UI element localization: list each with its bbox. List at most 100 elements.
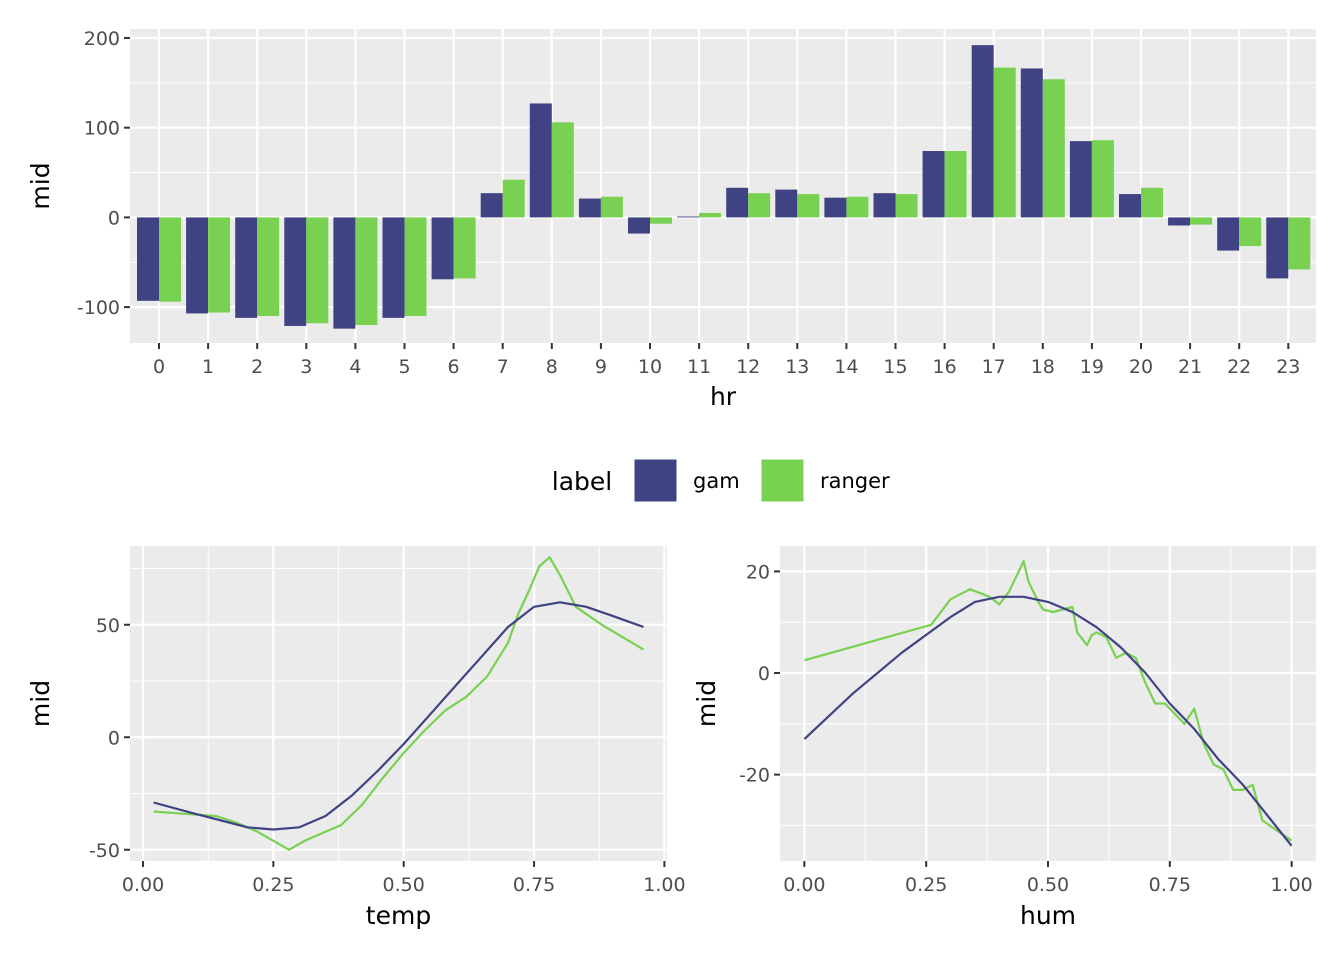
- legend-label-ranger: ranger: [820, 469, 890, 493]
- x-tick-label: 9: [595, 356, 607, 378]
- y-tick-label: 0: [758, 663, 770, 685]
- x-axis-title: temp: [366, 901, 431, 930]
- bar-ranger: [257, 217, 280, 317]
- bar-gam: [873, 193, 896, 218]
- bar-gam: [1217, 217, 1240, 251]
- bar-ranger: [1190, 217, 1213, 225]
- panel-bg-temp: [130, 546, 667, 861]
- x-tick-label: 2: [251, 356, 263, 378]
- bar-ranger: [846, 196, 869, 218]
- bar-gam: [677, 216, 700, 218]
- bar-gam: [1266, 217, 1289, 279]
- y-tick-label: 50: [96, 615, 120, 637]
- x-tick-label: 22: [1227, 356, 1251, 378]
- bar-ranger: [1288, 217, 1311, 270]
- legend-title: label: [552, 467, 612, 496]
- bar-gam: [382, 217, 405, 318]
- x-tick-label: 0.75: [1149, 874, 1191, 896]
- x-axis-title: hum: [1020, 901, 1076, 930]
- bar-ranger: [1091, 140, 1114, 218]
- bar-gam: [922, 151, 945, 218]
- x-tick-label: 0: [153, 356, 165, 378]
- x-axis-title: hr: [710, 382, 737, 411]
- bar-gam: [628, 217, 650, 234]
- bar-gam: [971, 45, 994, 218]
- y-tick-label: -100: [77, 297, 120, 319]
- x-tick-label: 16: [933, 356, 957, 378]
- bar-ranger: [993, 67, 1016, 218]
- bar-ranger: [355, 217, 378, 326]
- line-gam: [803, 595, 1293, 847]
- x-tick-label: 21: [1178, 356, 1202, 378]
- y-tick-label: 0: [108, 727, 120, 749]
- bar-ranger: [551, 122, 574, 218]
- bar-gam: [480, 193, 503, 218]
- bar-gam: [1119, 194, 1141, 218]
- line-ranger: [804, 560, 1293, 842]
- x-tick-label: 17: [982, 356, 1006, 378]
- y-tick-label: -50: [89, 840, 120, 862]
- x-tick-label: 3: [300, 356, 312, 378]
- legend-key-ranger: [760, 458, 805, 503]
- x-tick-label: 0.00: [783, 874, 825, 896]
- x-tick-label: 11: [687, 356, 711, 378]
- y-tick-label: 20: [746, 561, 770, 583]
- x-tick-label: 20: [1129, 356, 1153, 378]
- bar-ranger: [1141, 187, 1163, 218]
- x-tick-label: 15: [883, 356, 907, 378]
- bar-gam: [431, 217, 454, 280]
- bar-gam: [235, 217, 258, 318]
- bar-gam: [726, 187, 749, 218]
- bar-ranger: [1239, 217, 1262, 247]
- y-axis-title: mid: [692, 680, 721, 727]
- y-tick-label: -20: [739, 765, 770, 787]
- x-tick-label: 8: [546, 356, 558, 378]
- x-tick-label: 1.00: [643, 874, 685, 896]
- bar-ranger: [306, 217, 329, 324]
- x-tick-label: 0.25: [905, 874, 947, 896]
- bar-ranger: [650, 217, 672, 224]
- y-tick-label: 0: [108, 207, 120, 229]
- legend-label-gam: gam: [693, 469, 740, 493]
- bar-gam: [824, 197, 847, 218]
- bar-ranger: [502, 179, 525, 218]
- bar-ranger: [159, 217, 181, 302]
- y-axis-title: mid: [26, 162, 55, 209]
- x-tick-label: 0.25: [252, 874, 294, 896]
- bar-gam: [1168, 217, 1191, 226]
- line-gam: [153, 601, 644, 831]
- bar-gam: [529, 103, 552, 218]
- bar-gam: [578, 198, 601, 218]
- bar-ranger: [208, 217, 231, 313]
- bar-ranger: [748, 193, 771, 218]
- bar-ranger: [699, 212, 722, 218]
- x-tick-label: 23: [1276, 356, 1300, 378]
- x-tick-label: 0.75: [513, 874, 555, 896]
- x-tick-label: 5: [398, 356, 410, 378]
- x-tick-label: 13: [785, 356, 809, 378]
- x-tick-label: 4: [349, 356, 361, 378]
- x-tick-label: 10: [638, 356, 662, 378]
- bar-gam: [186, 217, 209, 314]
- x-tick-label: 7: [497, 356, 509, 378]
- x-tick-label: 18: [1031, 356, 1055, 378]
- bar-gam: [137, 217, 159, 301]
- x-tick-label: 6: [448, 356, 460, 378]
- bar-ranger: [404, 217, 427, 317]
- line-ranger: [153, 556, 645, 851]
- x-tick-label: 0.50: [1027, 874, 1069, 896]
- x-tick-label: 19: [1080, 356, 1104, 378]
- x-tick-label: 0.00: [122, 874, 164, 896]
- bar-ranger: [797, 194, 820, 218]
- bar-ranger: [600, 196, 623, 218]
- x-tick-label: 1.00: [1270, 874, 1312, 896]
- x-tick-label: 1: [202, 356, 214, 378]
- y-tick-label: 100: [84, 118, 120, 140]
- bar-ranger: [944, 151, 967, 218]
- bar-ranger: [1042, 79, 1065, 218]
- bar-gam: [1020, 68, 1043, 218]
- x-tick-label: 14: [834, 356, 858, 378]
- bar-gam: [333, 217, 356, 329]
- bar-gam: [775, 189, 798, 218]
